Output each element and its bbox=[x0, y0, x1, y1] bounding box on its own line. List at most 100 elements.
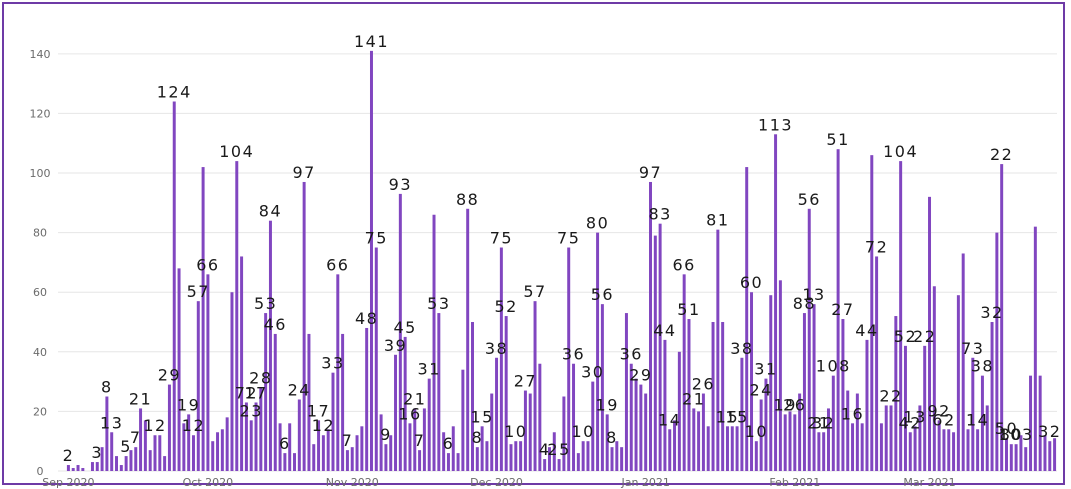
bar bbox=[812, 304, 816, 471]
bar bbox=[899, 161, 903, 472]
bar bbox=[475, 447, 479, 471]
x-tick-label: Mar 2021 bbox=[903, 476, 955, 489]
data-label: 19 bbox=[774, 395, 797, 414]
bar bbox=[379, 414, 383, 471]
bar bbox=[567, 247, 571, 471]
bar bbox=[418, 450, 422, 471]
bar bbox=[990, 322, 994, 471]
data-label: 97 bbox=[639, 163, 662, 182]
bar bbox=[172, 101, 176, 471]
bar bbox=[884, 405, 888, 471]
bar bbox=[341, 333, 345, 471]
bar bbox=[1014, 444, 1018, 471]
data-label: 12 bbox=[312, 416, 335, 435]
data-label: 66 bbox=[672, 255, 695, 274]
bar bbox=[220, 429, 224, 471]
bar bbox=[802, 313, 806, 471]
x-axis-tick-labels: Sep 2020 Oct 2020 Nov 2020 Dec 2020 Jan 2021… bbox=[42, 476, 955, 489]
data-label: 13 bbox=[903, 407, 926, 426]
bar bbox=[336, 274, 340, 471]
bar bbox=[855, 393, 859, 471]
data-label: 16 bbox=[841, 404, 864, 423]
bar bbox=[167, 384, 171, 471]
bar bbox=[649, 181, 652, 471]
data-label: 51 bbox=[677, 300, 700, 319]
bar bbox=[499, 247, 503, 471]
data-label: 21 bbox=[682, 389, 705, 408]
bar bbox=[81, 468, 85, 471]
bar bbox=[543, 459, 547, 471]
data-label: 31 bbox=[754, 360, 777, 379]
bar bbox=[889, 405, 893, 471]
data-label: 28 bbox=[249, 369, 272, 388]
bar bbox=[576, 453, 580, 471]
data-label: 75 bbox=[557, 229, 580, 248]
data-label: 42 bbox=[899, 413, 922, 432]
bar bbox=[985, 405, 989, 471]
data-label: 27 bbox=[514, 372, 537, 391]
bar bbox=[937, 420, 941, 471]
bar bbox=[980, 375, 984, 471]
bar bbox=[345, 450, 349, 471]
data-label: 52 bbox=[495, 297, 518, 316]
bar bbox=[451, 426, 455, 471]
bar bbox=[264, 313, 268, 471]
bar bbox=[932, 286, 936, 471]
data-label: 27 bbox=[831, 300, 854, 319]
bar bbox=[610, 447, 614, 471]
bar bbox=[673, 420, 677, 471]
bar bbox=[769, 295, 773, 471]
bar bbox=[182, 423, 186, 471]
bar bbox=[139, 408, 143, 471]
bar bbox=[389, 435, 393, 471]
bar bbox=[408, 423, 412, 471]
bar bbox=[509, 444, 513, 471]
data-label: 39 bbox=[384, 336, 407, 355]
bar bbox=[278, 423, 282, 471]
bar bbox=[427, 378, 431, 471]
data-label: 11 bbox=[1053, 0, 1071, 4]
bar bbox=[581, 441, 585, 471]
bar bbox=[701, 393, 705, 471]
data-label: 103 bbox=[999, 425, 1034, 444]
bar bbox=[759, 399, 763, 471]
bar bbox=[321, 435, 325, 471]
y-tick-label: 0 bbox=[37, 465, 44, 478]
data-label: 56 bbox=[798, 190, 821, 209]
bar bbox=[836, 149, 840, 471]
data-label: 8 bbox=[606, 428, 618, 447]
data-label: 38 bbox=[971, 357, 994, 376]
bar bbox=[793, 414, 797, 471]
data-label: 53 bbox=[254, 294, 277, 313]
bar bbox=[1038, 375, 1042, 471]
data-label: 32 bbox=[980, 303, 1003, 322]
bar bbox=[105, 396, 109, 471]
data-label: 48 bbox=[355, 309, 378, 328]
y-tick-label: 60 bbox=[33, 286, 47, 299]
bar bbox=[312, 444, 316, 471]
bar bbox=[846, 390, 850, 471]
bar bbox=[119, 465, 123, 471]
bar bbox=[461, 369, 465, 471]
bar bbox=[620, 447, 624, 471]
bar bbox=[158, 435, 162, 471]
data-label: 80 bbox=[586, 214, 609, 233]
data-label: 3 bbox=[91, 443, 103, 462]
data-label: 17 bbox=[307, 401, 330, 420]
bar bbox=[961, 253, 965, 471]
bar bbox=[865, 339, 869, 471]
y-axis-tick-labels: 0 20 40 60 80 100 120 140 bbox=[30, 48, 51, 478]
bar bbox=[668, 429, 672, 471]
data-label: 75 bbox=[365, 229, 388, 248]
data-label: 31 bbox=[418, 360, 441, 379]
data-label: 15 bbox=[725, 407, 748, 426]
bar bbox=[297, 399, 301, 471]
data-label: 21 bbox=[129, 389, 152, 408]
bar bbox=[783, 414, 787, 471]
bar bbox=[596, 232, 600, 471]
bar bbox=[697, 411, 701, 471]
data-label: 75 bbox=[490, 229, 513, 248]
data-label: 97 bbox=[292, 163, 315, 182]
bar bbox=[663, 339, 667, 471]
data-label: 15 bbox=[470, 407, 493, 426]
